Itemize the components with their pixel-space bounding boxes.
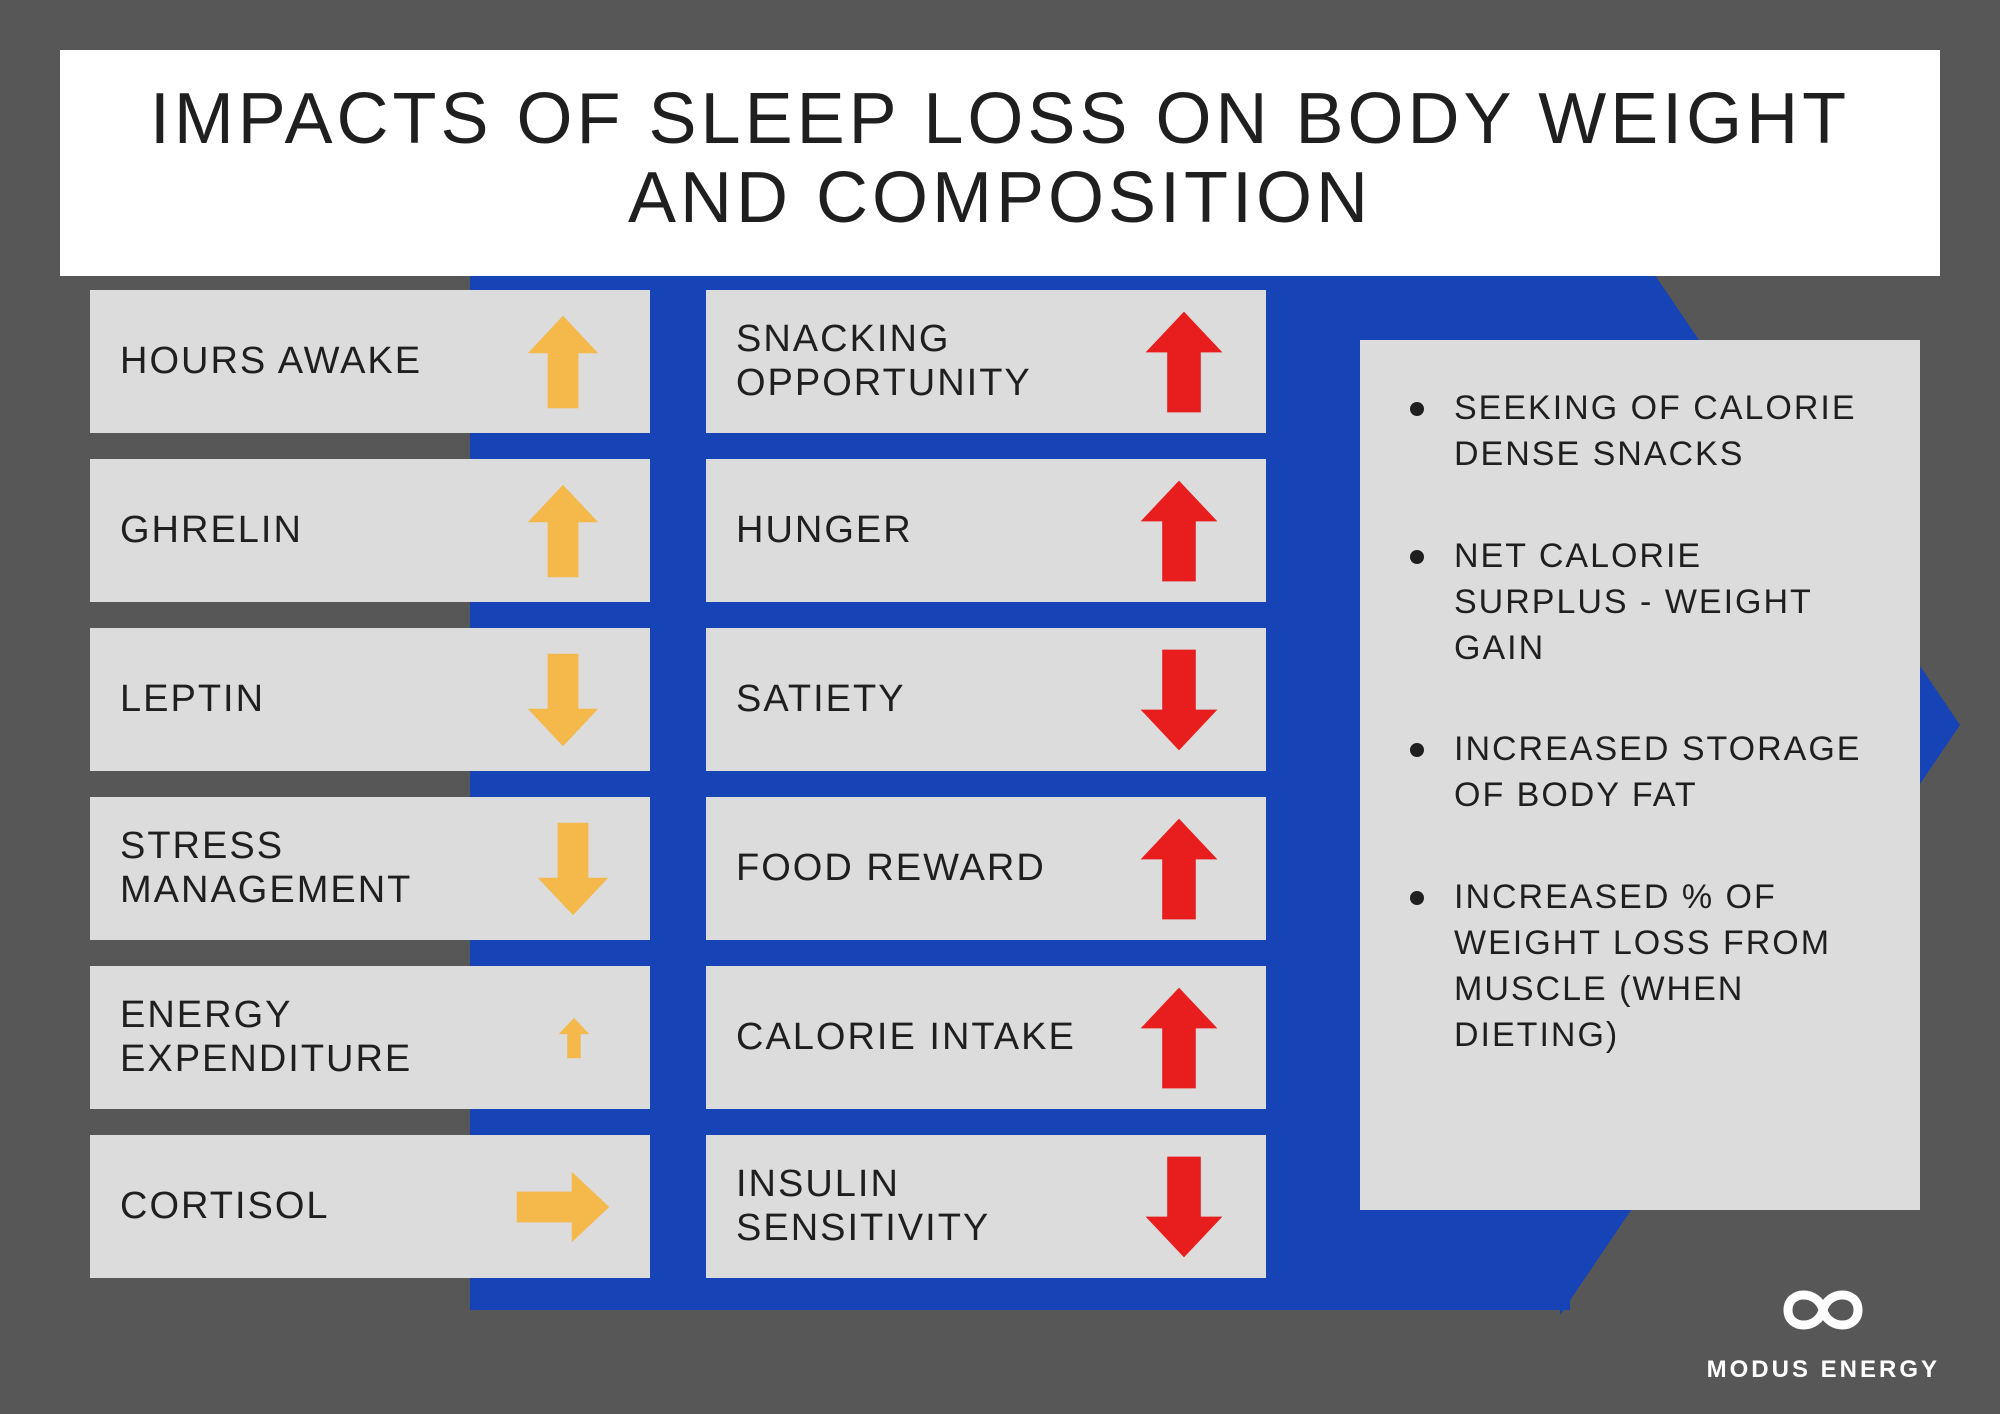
arrow-up-icon bbox=[1124, 302, 1244, 422]
right-cell-5: INSULIN SENSITIVITY bbox=[706, 1135, 1266, 1278]
arrow-up-icon bbox=[498, 476, 628, 586]
arrow-up-icon bbox=[498, 307, 628, 417]
right-cell-0: SNACKING OPPORTUNITY bbox=[706, 290, 1266, 433]
arrow-up-icon bbox=[519, 1014, 628, 1062]
arrow-down-icon bbox=[498, 645, 628, 755]
left-cell-2: LEPTIN bbox=[90, 628, 650, 771]
page-title: IMPACTS OF SLEEP LOSS ON BODY WEIGHT AND… bbox=[100, 80, 1900, 238]
left-cell-1: GHRELIN bbox=[90, 459, 650, 602]
right-cell-4: CALORIE INTAKE bbox=[706, 966, 1266, 1109]
left-column: HOURS AWAKE GHRELIN LEPTIN STRESS MANAGE… bbox=[90, 290, 650, 1278]
right-cell-3: FOOD REWARD bbox=[706, 797, 1266, 940]
left-cell-4: ENERGY EXPENDITURE bbox=[90, 966, 650, 1109]
left-cell-0: HOURS AWAKE bbox=[90, 290, 650, 433]
outcome-bullet-2: INCREASED STORAGE OF BODY FAT bbox=[1410, 727, 1880, 819]
arrow-right-icon bbox=[498, 1152, 628, 1262]
outcomes-list: SEEKING OF CALORIE DENSE SNACKS NET CALOR… bbox=[1410, 386, 1880, 1059]
outcome-bullet-0: SEEKING OF CALORIE DENSE SNACKS bbox=[1410, 386, 1880, 478]
cell-label: SNACKING OPPORTUNITY bbox=[736, 318, 1124, 405]
outcome-bullet-3: INCREASED % OF WEIGHT LOSS FROM MUSCLE (… bbox=[1410, 875, 1880, 1059]
cell-label: SATIETY bbox=[736, 678, 906, 722]
cell-label: ENERGY EXPENDITURE bbox=[120, 994, 519, 1081]
arrow-down-icon bbox=[1124, 1147, 1244, 1267]
left-cell-3: STRESS MANAGEMENT bbox=[90, 797, 650, 940]
infinity-icon bbox=[1753, 1275, 1893, 1345]
outcome-bullet-1: NET CALORIE SURPLUS - WEIGHT GAIN bbox=[1410, 534, 1880, 672]
logo-text: MODUS ENERGY bbox=[1707, 1356, 1940, 1384]
right-cell-2: SATIETY bbox=[706, 628, 1266, 771]
cell-label: CALORIE INTAKE bbox=[736, 1016, 1076, 1060]
columns-container: HOURS AWAKE GHRELIN LEPTIN STRESS MANAGE… bbox=[90, 290, 1266, 1278]
cell-label: HOURS AWAKE bbox=[120, 340, 422, 384]
cell-label: GHRELIN bbox=[120, 509, 303, 553]
cell-label: HUNGER bbox=[736, 509, 913, 553]
outcomes-panel: SEEKING OF CALORIE DENSE SNACKS NET CALOR… bbox=[1360, 340, 1920, 1210]
logo: MODUS ENERGY bbox=[1707, 1275, 1940, 1384]
arrow-up-icon bbox=[1114, 471, 1244, 591]
cell-label: CORTISOL bbox=[120, 1185, 330, 1229]
cell-label: LEPTIN bbox=[120, 678, 265, 722]
arrow-up-icon bbox=[1114, 809, 1244, 929]
arrow-down-icon bbox=[518, 814, 628, 924]
cell-label: STRESS MANAGEMENT bbox=[120, 825, 518, 912]
cell-label: FOOD REWARD bbox=[736, 847, 1046, 891]
cell-label: INSULIN SENSITIVITY bbox=[736, 1163, 1124, 1250]
right-cell-1: HUNGER bbox=[706, 459, 1266, 602]
arrow-up-icon bbox=[1114, 978, 1244, 1098]
right-column: SNACKING OPPORTUNITY HUNGER SATIETY FOOD… bbox=[706, 290, 1266, 1278]
left-cell-5: CORTISOL bbox=[90, 1135, 650, 1278]
title-bar: IMPACTS OF SLEEP LOSS ON BODY WEIGHT AND… bbox=[60, 50, 1940, 276]
arrow-down-icon bbox=[1114, 640, 1244, 760]
